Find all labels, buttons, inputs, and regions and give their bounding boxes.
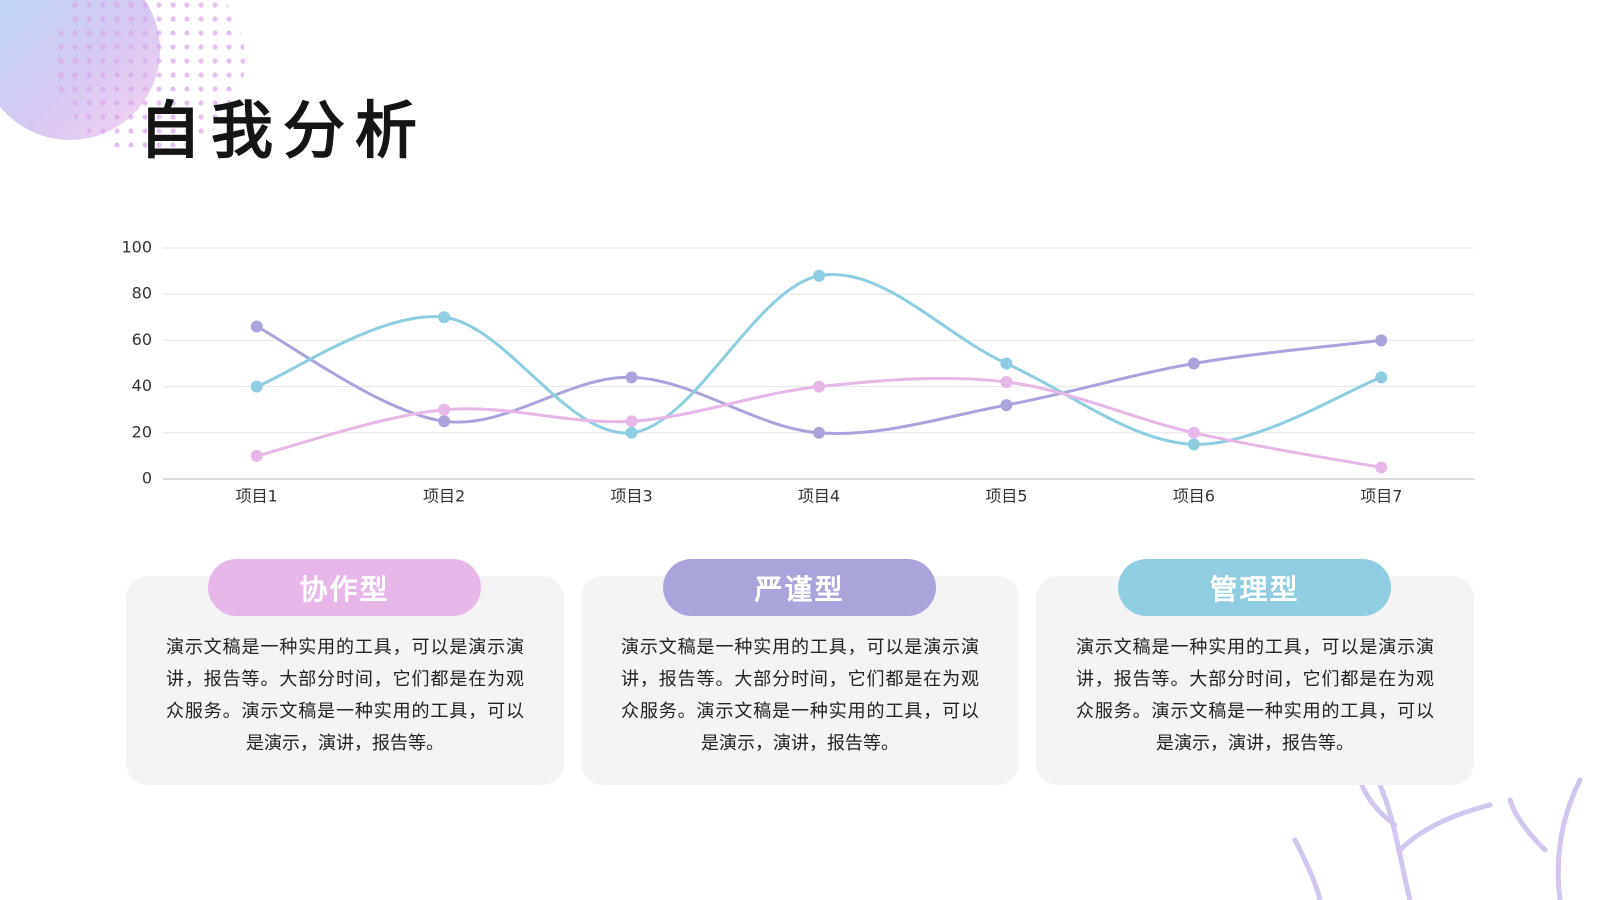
- card-title: 协作型: [208, 559, 481, 616]
- point: [438, 311, 451, 324]
- card-title: 管理型: [1118, 559, 1391, 616]
- point: [1375, 461, 1388, 474]
- point: [813, 426, 825, 439]
- point: [250, 380, 263, 393]
- x-tick-label: 项目5: [985, 487, 1027, 506]
- chart: 0 20 40 60 80 100 项目1 项目2 项目3 项目4 项目5 项目6 项目7: [121, 238, 1475, 506]
- point: [625, 371, 638, 384]
- card: 严谨型 演示文稿是一种实用的工具，可以是演示演讲，报告等。大部分时间，它们都是在…: [581, 559, 1019, 785]
- point: [250, 449, 263, 462]
- point: [438, 403, 451, 416]
- point: [1375, 371, 1388, 384]
- y-tick-label: 0: [142, 469, 152, 488]
- x-tick-label: 项目4: [798, 487, 840, 506]
- point: [1187, 438, 1200, 451]
- point: [1375, 334, 1388, 347]
- y-tick-label: 80: [132, 284, 152, 303]
- line: [256, 325, 1382, 435]
- y-tick-label: 40: [132, 376, 152, 395]
- card-text: 演示文稿是一种实用的工具，可以是演示演讲，报告等。大部分时间，它们都是在为观众服…: [621, 637, 979, 754]
- point: [813, 269, 825, 282]
- point: [1187, 357, 1200, 370]
- point: [1187, 426, 1200, 439]
- y-tick-label: 20: [132, 422, 152, 441]
- point: [250, 320, 263, 333]
- x-tick-label: 项目3: [610, 487, 652, 506]
- card: 协作型 演示文稿是一种实用的工具，可以是演示演讲，报告等。大部分时间，它们都是在…: [126, 559, 564, 785]
- card-title: 严谨型: [663, 559, 936, 616]
- point: [625, 415, 638, 428]
- point: [1000, 357, 1013, 370]
- point: [625, 426, 638, 439]
- point: [1000, 375, 1013, 388]
- leaves: [1292, 777, 1583, 900]
- card-text: 演示文稿是一种实用的工具，可以是演示演讲，报告等。大部分时间，它们都是在为观众服…: [166, 637, 524, 754]
- point: [438, 415, 451, 428]
- slide-title: 自我分析: [139, 94, 428, 167]
- card-text: 演示文稿是一种实用的工具，可以是演示演讲，报告等。大部分时间，它们都是在为观众服…: [1076, 637, 1434, 754]
- point: [1000, 399, 1013, 412]
- card: 管理型 演示文稿是一种实用的工具，可以是演示演讲，报告等。大部分时间，它们都是在…: [1036, 559, 1474, 785]
- y-tick-label: 100: [121, 238, 152, 257]
- x-tick-label: 项目2: [423, 487, 465, 506]
- x-tick-label: 项目1: [236, 487, 278, 506]
- y-tick-label: 60: [132, 330, 152, 349]
- x-tick-label: 项目7: [1360, 487, 1402, 506]
- x-tick-label: 项目6: [1173, 487, 1215, 506]
- point: [813, 380, 825, 393]
- dot-pattern: [55, 0, 245, 155]
